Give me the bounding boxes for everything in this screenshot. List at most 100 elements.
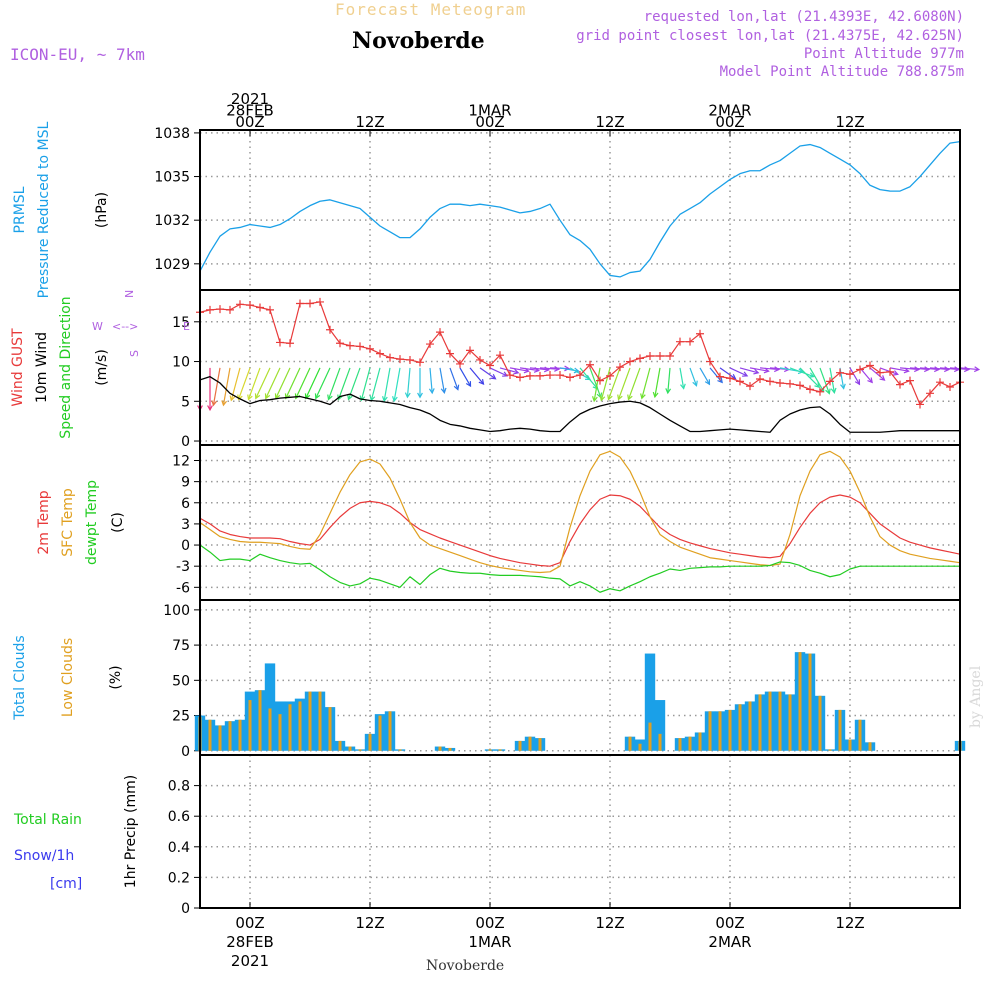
wind-arrow-head: [314, 393, 321, 400]
wind-arrow-head: [221, 400, 228, 407]
low-clouds-bar: [488, 749, 492, 751]
gust-marker: [236, 300, 244, 309]
wind-direction-arrow: [789, 367, 814, 378]
temperature-side-label: dewpt Temp: [84, 480, 100, 565]
gust-marker: [686, 337, 694, 346]
wind-arrow-head: [417, 392, 423, 399]
wind-arrow-head: [954, 366, 961, 373]
wind-direction-arrow: [593, 367, 601, 402]
wind-direction-arrow: [679, 367, 685, 389]
gust-marker: [256, 303, 264, 312]
wind-arrow-head: [327, 394, 333, 401]
wind-direction-arrow: [809, 367, 825, 392]
gust-marker: [486, 361, 494, 370]
wind-arrow-head: [753, 368, 760, 375]
low-clouds-bar: [248, 700, 252, 751]
gust-marker: [426, 340, 434, 349]
top-hour-label: 12Z: [355, 113, 384, 131]
wind-direction-arrow: [255, 367, 271, 399]
clouds-ytick-label: 75: [172, 638, 190, 654]
gust-marker: [876, 368, 884, 377]
pressure-line: [199, 140, 961, 278]
wind-direction-arrow: [499, 367, 519, 374]
low-clouds-bar: [798, 652, 802, 751]
gust-marker: [246, 301, 254, 310]
wind-arrow-head: [964, 366, 971, 373]
gust-marker: [476, 355, 484, 364]
wind-direction-arrow: [929, 367, 949, 371]
bottom-date-label: 2021: [231, 952, 269, 970]
wind-direction-arrow: [819, 367, 830, 394]
wind-direction-arrow: [295, 367, 311, 399]
wind-panel-frame: [199, 289, 961, 446]
gust-marker: [746, 382, 754, 391]
wind-direction-arrow: [667, 367, 671, 394]
low-clouds-bar: [768, 691, 772, 751]
low-clouds-bar: [678, 738, 682, 751]
bottom-hour-label: 00Z: [235, 914, 264, 932]
gust-marker: [396, 355, 404, 364]
top-date-label: 00Z: [235, 113, 264, 131]
wind-direction-arrow: [879, 367, 898, 375]
gust-marker: [306, 299, 314, 308]
temperature-side-label: (C): [110, 512, 126, 533]
wind-ytick-label: 10: [172, 355, 190, 371]
top-date-label: 28FEB: [226, 102, 273, 120]
temperature-side-label: SFC Temp: [60, 488, 76, 557]
low-clouds-bar: [398, 749, 402, 751]
gust-marker: [886, 367, 894, 376]
wind-direction-arrow: [600, 367, 611, 401]
gust-marker: [706, 357, 714, 366]
temperature-panel-frame: [199, 444, 961, 601]
gust-marker: [916, 400, 924, 409]
gust-marker: [906, 376, 914, 385]
gust-marker: [356, 342, 364, 351]
wind-speed-line: [199, 375, 960, 433]
gust-marker: [926, 389, 934, 398]
low-clouds-bar: [728, 709, 732, 751]
gust-marker: [496, 351, 504, 360]
wind-arrow-head: [513, 368, 520, 375]
wind-arrow-head: [381, 396, 388, 403]
wind-arrow-head: [207, 405, 213, 412]
gust-marker: [896, 380, 904, 389]
gust-marker: [636, 354, 644, 363]
pressure-ytick-label: 1029: [154, 257, 190, 273]
wind-direction-arrow: [919, 367, 939, 371]
wind-arrow-head: [830, 387, 837, 394]
wind-direction-arrow: [589, 367, 602, 398]
wind-direction-arrow: [859, 367, 873, 383]
wind-arrow-head: [211, 400, 218, 407]
gust-marker: [666, 351, 674, 360]
gust-marker: [776, 379, 784, 387]
wind-arrow-head: [903, 367, 910, 374]
wind-arrow-head: [652, 391, 659, 399]
wind-direction-arrow: [222, 367, 231, 406]
wind-arrow-head: [717, 377, 723, 384]
clouds-side-label: (%): [108, 665, 124, 689]
wind-arrow-head: [617, 394, 623, 401]
wind-arrow-head: [453, 384, 460, 391]
gust-marker: [676, 337, 684, 346]
top-date-label: 2021: [231, 90, 269, 108]
gust-marker: [756, 375, 764, 384]
gust-marker: [586, 360, 594, 369]
precip-ytick-label: 0.8: [168, 779, 190, 795]
low-clouds-bar: [708, 711, 712, 751]
low-clouds-bar: [228, 721, 232, 751]
wind-direction-arrow: [383, 367, 391, 402]
low-clouds-bar: [748, 701, 752, 751]
gust-marker: [526, 371, 534, 380]
pressure-side-label: (hPa): [94, 192, 110, 228]
wind-arrow-head: [680, 383, 686, 390]
temp-series-line: [199, 450, 961, 574]
gust-marker: [766, 377, 774, 386]
pressure-ytick-label: 1032: [154, 213, 190, 229]
gust-marker: [376, 349, 384, 358]
wind-arrow-head: [428, 388, 435, 395]
wind-arrow-head: [347, 394, 353, 401]
wind-arrow-head: [564, 365, 571, 372]
clouds-ytick-label: 100: [163, 603, 190, 619]
wind-ytick-label: 0: [181, 434, 190, 450]
low-clouds-bar: [528, 736, 532, 751]
